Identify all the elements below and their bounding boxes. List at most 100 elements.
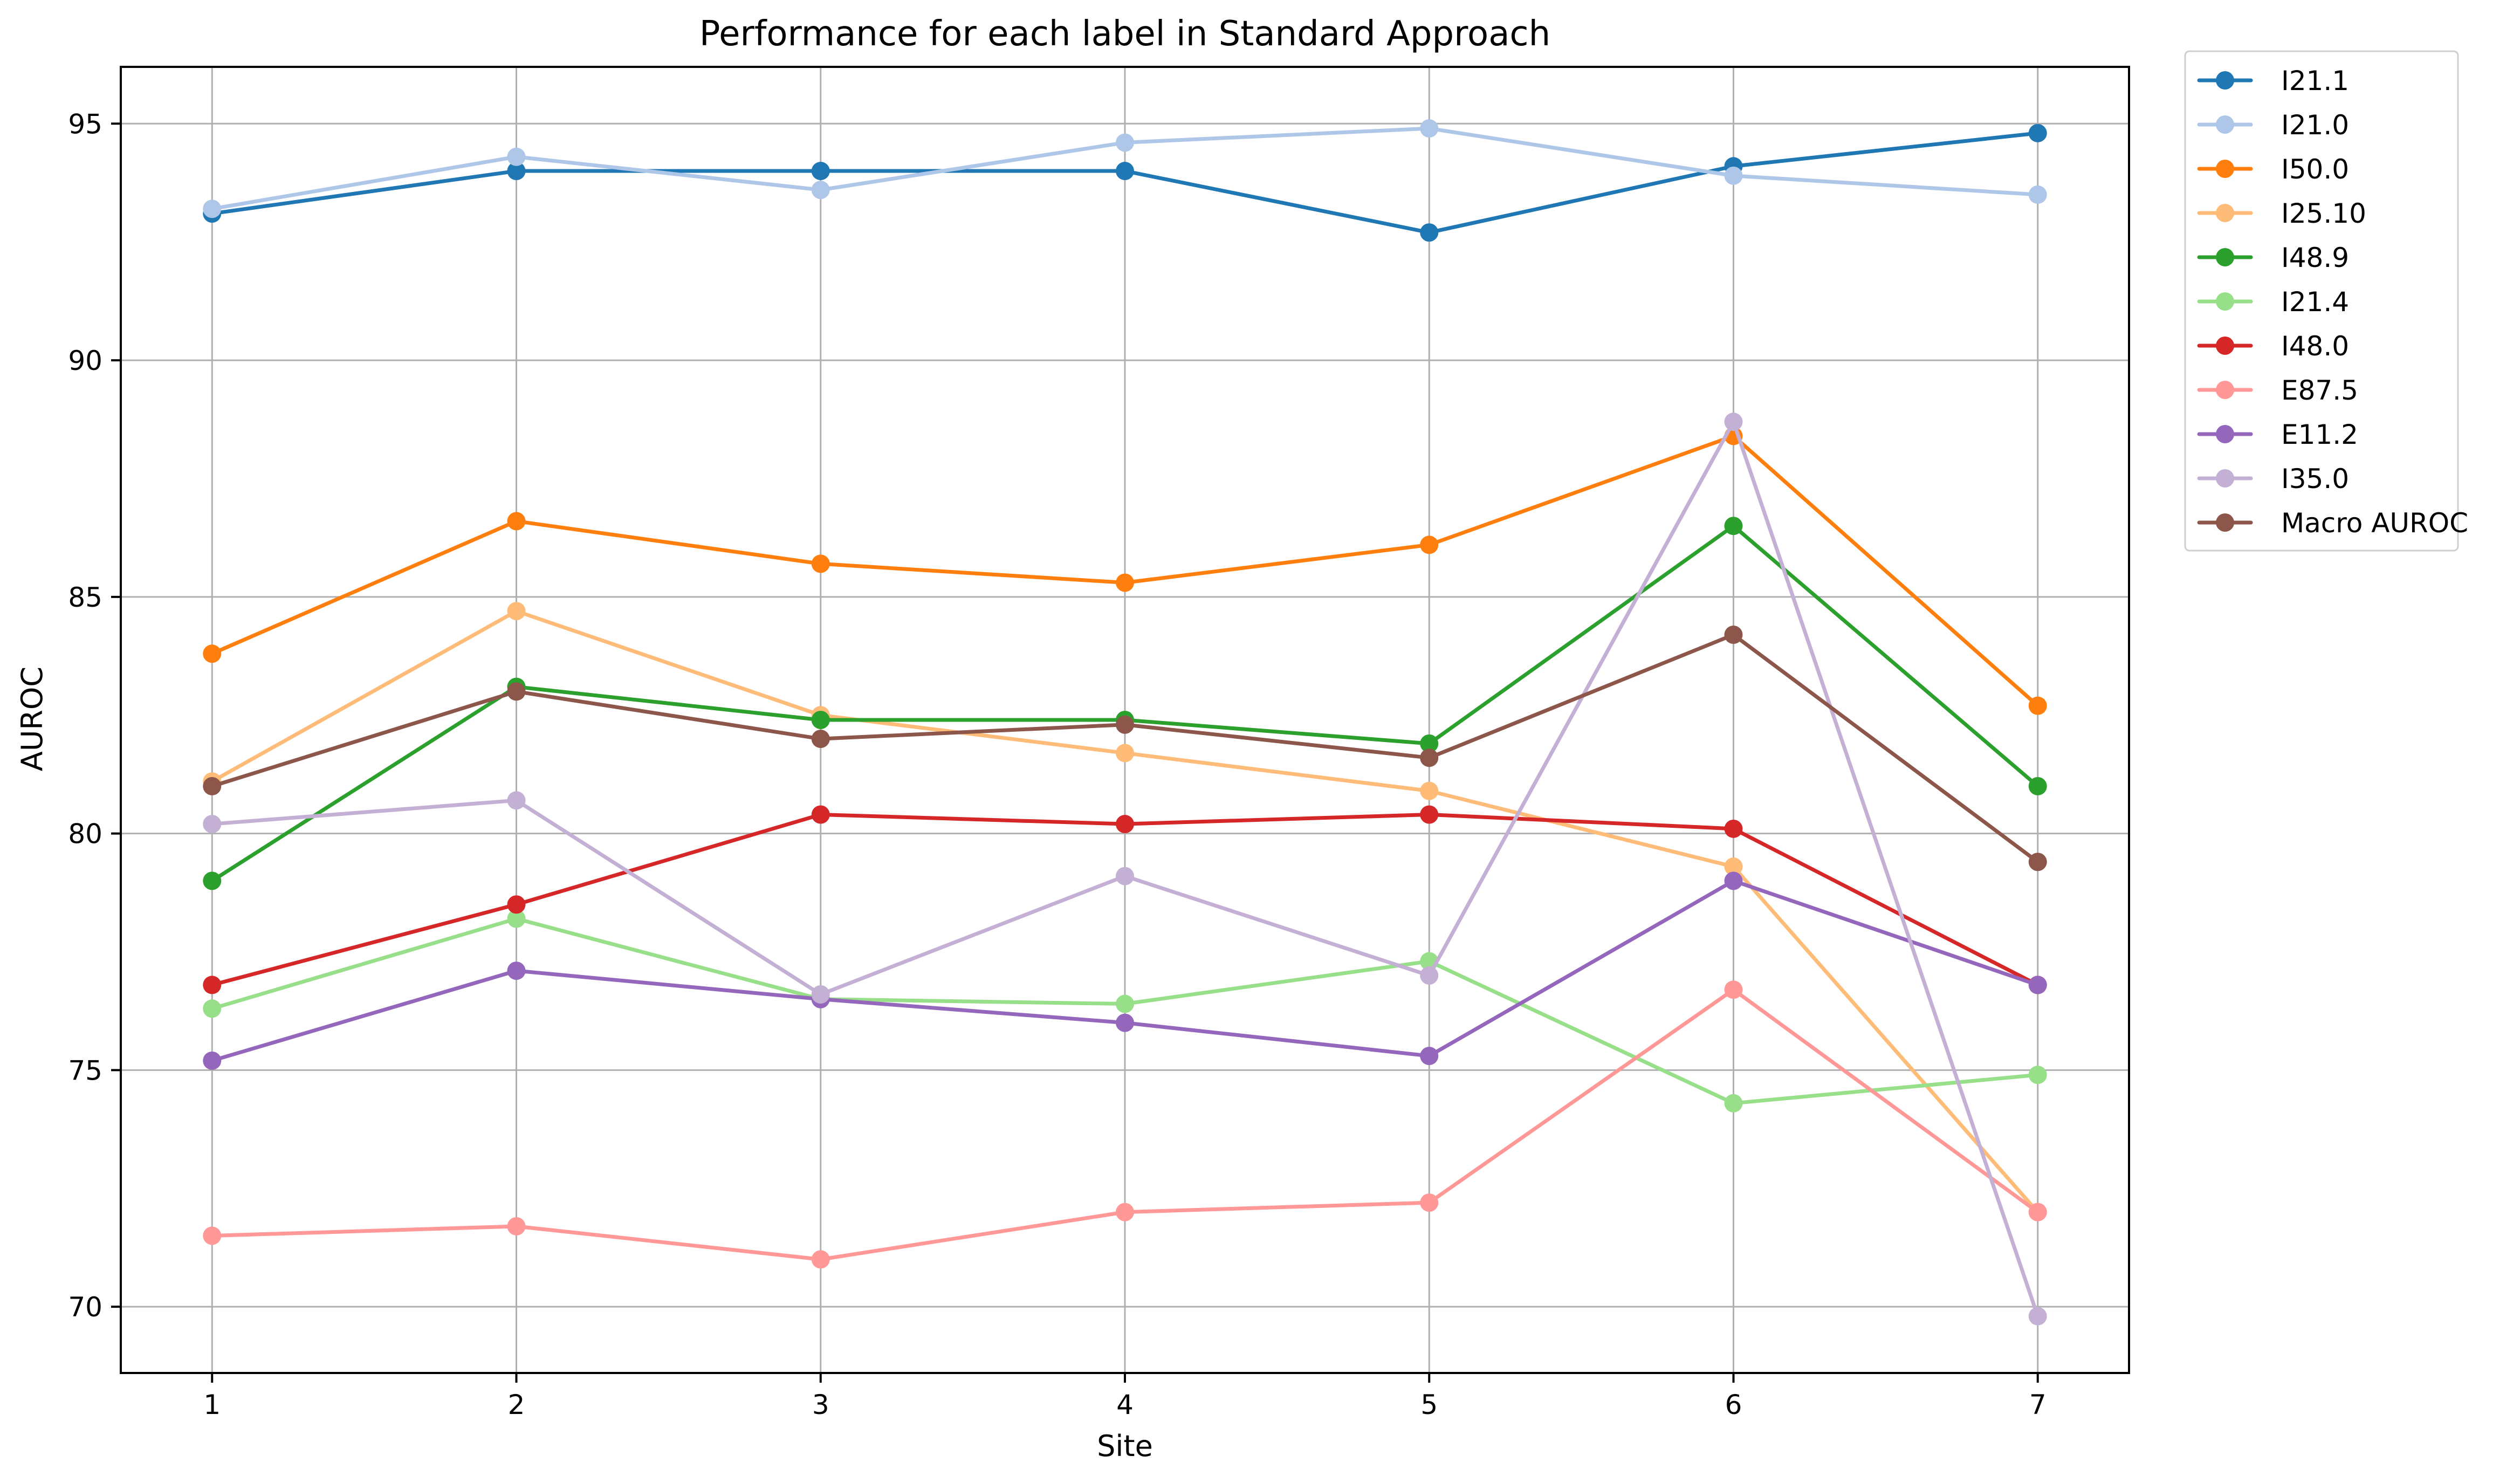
legend-label: I21.1	[2281, 65, 2349, 97]
data-point	[507, 1217, 526, 1235]
y-tick-label: 70	[68, 1292, 102, 1323]
data-point	[1420, 1193, 1439, 1212]
data-point	[507, 895, 526, 914]
x-tick-label: 6	[1725, 1389, 1742, 1420]
data-point	[507, 162, 526, 181]
data-point	[1420, 1047, 1439, 1066]
data-point	[1724, 517, 1743, 535]
y-tick-label: 95	[68, 108, 102, 140]
data-point	[1420, 805, 1439, 824]
x-tick-label: 4	[1116, 1389, 1134, 1420]
data-point	[1724, 819, 1743, 838]
data-point	[2028, 853, 2047, 871]
legend-label: I48.9	[2281, 242, 2349, 273]
data-point	[811, 1250, 830, 1269]
legend-marker	[2216, 337, 2234, 355]
y-axis-label: AUROC	[15, 667, 49, 771]
data-point	[1116, 815, 1134, 834]
x-tick-label: 5	[1420, 1389, 1438, 1420]
series-layer	[203, 119, 2047, 1326]
data-point	[811, 181, 830, 200]
data-point	[507, 682, 526, 701]
legend-marker	[2216, 381, 2234, 399]
data-point	[1116, 1013, 1134, 1032]
data-point	[507, 512, 526, 531]
data-point	[1420, 535, 1439, 554]
legend-label: I21.4	[2281, 286, 2349, 318]
data-point	[203, 644, 222, 663]
data-point	[2028, 185, 2047, 204]
axes-layer: 1 2 3 4 5 6 7 70 75 80 85 90 95	[68, 66, 2130, 1420]
data-point	[1420, 966, 1439, 985]
legend-marker	[2216, 469, 2234, 488]
data-point	[203, 999, 222, 1018]
data-point	[811, 985, 830, 1004]
data-point	[1116, 744, 1134, 763]
data-point	[203, 1051, 222, 1070]
legend-marker	[2216, 204, 2234, 222]
chart-title: Performance for each label in Standard A…	[699, 14, 1550, 54]
x-axis-label: Site	[1097, 1429, 1153, 1463]
data-point	[1724, 413, 1743, 431]
data-point	[203, 200, 222, 218]
data-point	[507, 962, 526, 980]
data-point	[1420, 223, 1439, 242]
data-point	[507, 602, 526, 621]
data-point	[1724, 980, 1743, 999]
legend-label: E11.2	[2281, 419, 2358, 450]
legend-marker	[2216, 425, 2234, 443]
legend-marker	[2216, 160, 2234, 178]
data-point	[507, 909, 526, 928]
y-tick-label: 75	[68, 1055, 102, 1086]
grid-layer	[121, 67, 2129, 1373]
data-point	[1724, 1094, 1743, 1113]
data-point	[1116, 994, 1134, 1013]
data-point	[1116, 867, 1134, 885]
data-point	[1420, 749, 1439, 767]
data-point	[1116, 1203, 1134, 1221]
data-point	[2028, 1066, 2047, 1084]
data-point	[1420, 781, 1439, 800]
data-point	[2028, 123, 2047, 142]
data-point	[203, 976, 222, 994]
y-tick-label: 80	[68, 819, 102, 850]
legend-label: I48.0	[2281, 331, 2349, 362]
legend-label: I35.0	[2281, 463, 2349, 495]
legend-label: I25.10	[2281, 198, 2366, 229]
legend-marker	[2216, 513, 2234, 532]
legend-marker	[2216, 248, 2234, 266]
legend-label: Macro AUROC	[2281, 507, 2468, 539]
data-point	[2028, 696, 2047, 715]
legend-marker	[2216, 292, 2234, 311]
legend-label: I21.0	[2281, 109, 2349, 141]
legend: I21.1 I21.0 I50.0 I25.10 I48.9 I21.4 I48.0 E87.…	[2184, 50, 2468, 552]
data-point	[203, 1226, 222, 1245]
data-point	[1724, 166, 1743, 185]
data-point	[2028, 1203, 2047, 1221]
data-point	[203, 871, 222, 890]
x-tick-label: 3	[812, 1389, 829, 1420]
legend-marker	[2216, 115, 2234, 134]
data-point	[203, 815, 222, 834]
data-point	[1116, 715, 1134, 734]
x-tick-label: 1	[203, 1389, 221, 1420]
data-point	[2028, 976, 2047, 994]
x-tick-label: 7	[2029, 1389, 2047, 1420]
legend-box	[2184, 50, 2459, 552]
data-point	[1116, 133, 1134, 152]
data-point	[811, 711, 830, 729]
y-tick-label: 85	[68, 582, 102, 613]
data-point	[1116, 573, 1134, 592]
y-tick-label: 90	[68, 345, 102, 376]
legend-label: E87.5	[2281, 375, 2358, 406]
data-point	[507, 147, 526, 166]
data-point	[1420, 734, 1439, 753]
data-point	[1724, 871, 1743, 890]
legend-label: I50.0	[2281, 154, 2349, 185]
data-point	[1116, 162, 1134, 181]
x-tick-label: 2	[508, 1389, 525, 1420]
data-point	[1724, 857, 1743, 876]
data-point	[811, 554, 830, 573]
